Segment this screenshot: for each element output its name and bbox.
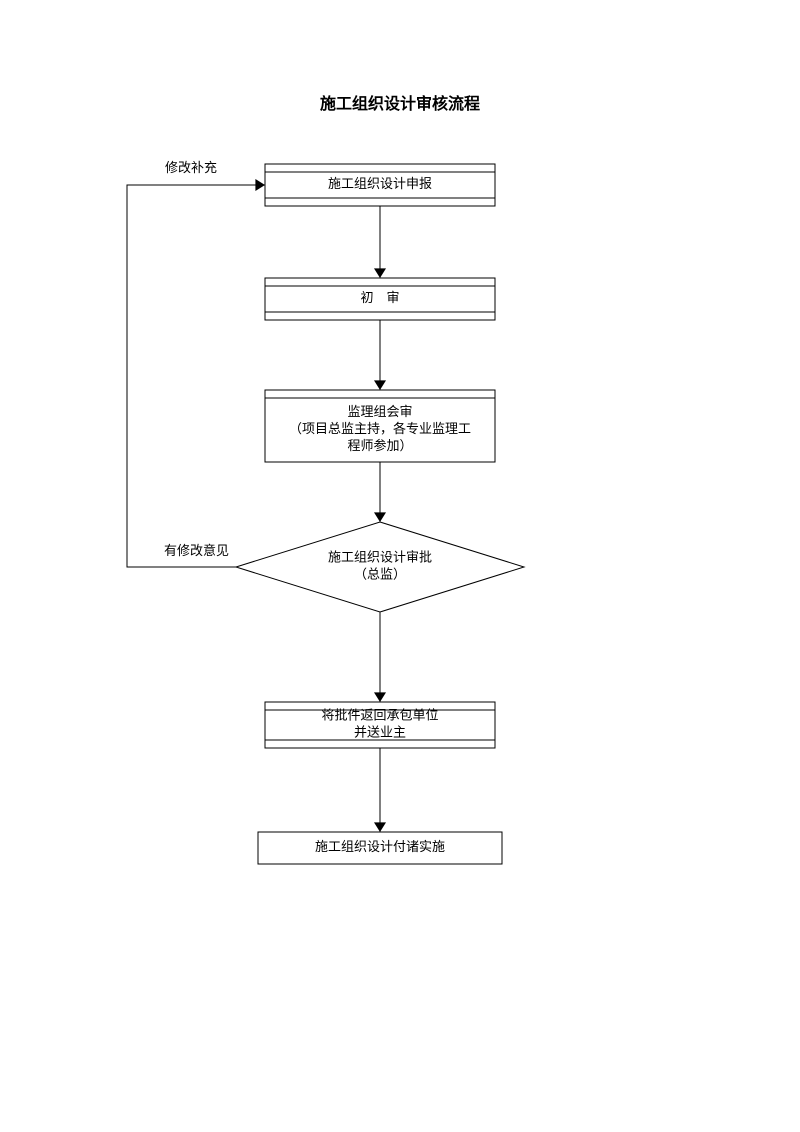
edge: [374, 612, 386, 702]
node-text: 并送业主: [354, 724, 406, 739]
node-n3: 监理组会审 （项目总监主持，各专业监理工程师参加）: [265, 390, 495, 462]
node-text: 初 审: [360, 290, 399, 305]
node-n2: 初 审: [265, 278, 495, 320]
edge-label: 修改补充: [165, 160, 217, 175]
node-n6: 施工组织设计付诸实施: [258, 832, 502, 864]
node-text: 施工组织设计申报: [328, 176, 432, 191]
node-text: （项目总监主持，各专业监理工: [289, 421, 471, 436]
node-text: （总监）: [354, 566, 406, 581]
edge-label: 有修改意见: [164, 543, 229, 558]
node-text: 施工组织设计付诸实施: [315, 839, 445, 854]
edge: [374, 206, 386, 278]
node-text: 程师参加）: [347, 438, 412, 453]
edge: [374, 462, 386, 522]
node-text: 将批件返回承包单位: [321, 707, 438, 722]
node-text: 施工组织设计审批: [328, 549, 432, 564]
node-text: 监理组会审: [347, 404, 412, 419]
edge: [127, 179, 265, 567]
edge: [374, 748, 386, 832]
node-n1: 施工组织设计申报: [265, 164, 495, 206]
edge: [374, 320, 386, 390]
flowchart-canvas: 施工组织设计申报初 审监理组会审 （项目总监主持，各专业监理工程师参加） 施工组织设…: [0, 0, 800, 1132]
node-n5: 将批件返回承包单位并送业主: [265, 702, 495, 748]
node-n4: 施工组织设计审批 （总监）: [236, 522, 524, 612]
